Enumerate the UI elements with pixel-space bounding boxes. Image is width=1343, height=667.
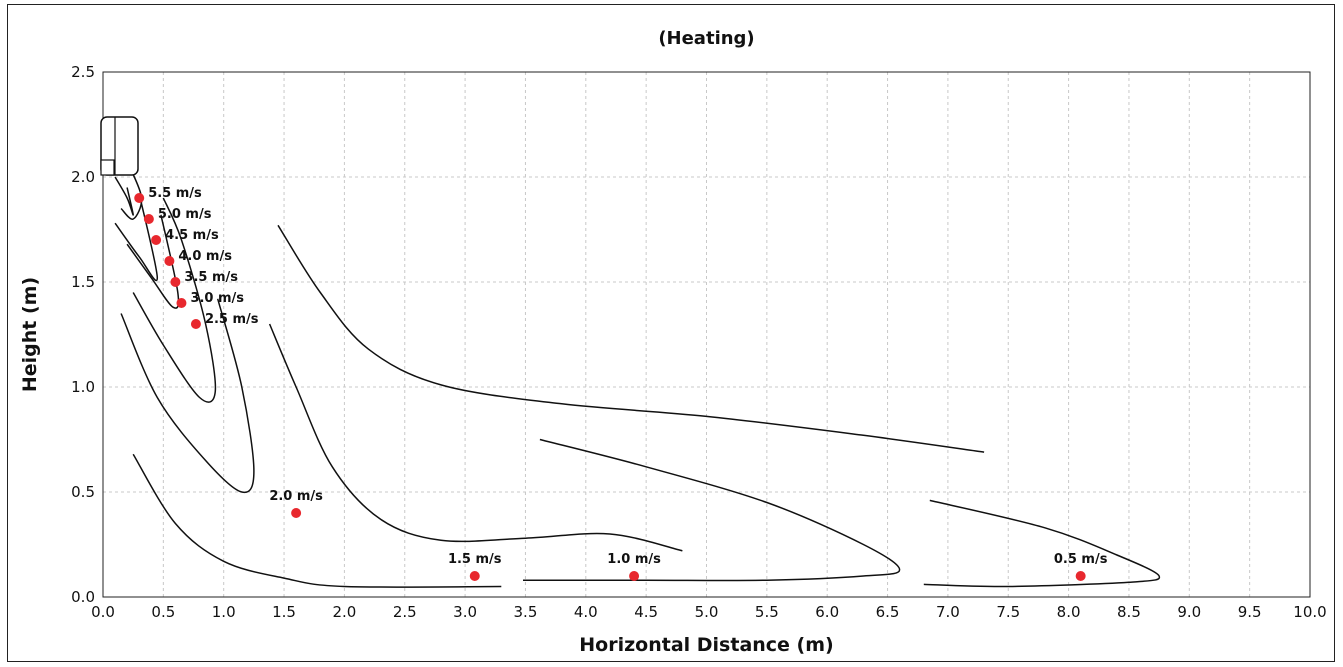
x-tick-labels: 0.0 0.5 1.0 1.5 2.0 2.5 3.0 3.5 4.0 4.5 5.0 5.5 6.0 6… xyxy=(91,603,1327,621)
x-tick-label: 9.0 xyxy=(1177,603,1201,621)
data-point xyxy=(1075,571,1086,581)
data-point xyxy=(469,571,480,581)
contour-line xyxy=(277,224,985,453)
y-tick-label: 0.5 xyxy=(71,483,95,501)
contour-line xyxy=(120,298,255,494)
x-tick-label: 1.5 xyxy=(272,603,296,621)
data-point xyxy=(151,235,162,245)
x-tick-label: 6.0 xyxy=(815,603,839,621)
data-point-label: 5.0 m/s xyxy=(158,207,212,222)
x-tick-label: 1.0 xyxy=(212,603,236,621)
contour-line xyxy=(126,214,180,309)
contour-line xyxy=(132,453,502,588)
y-tick-label: 1.5 xyxy=(71,273,95,291)
x-tick-label: 7.0 xyxy=(936,603,960,621)
x-axis-title: Horizontal Distance (m) xyxy=(579,634,833,656)
x-tick-label: 5.0 xyxy=(695,603,719,621)
data-point-label: 4.0 m/s xyxy=(178,249,232,264)
contour-line xyxy=(120,166,143,220)
y-tick-label: 1.0 xyxy=(71,378,95,396)
data-point xyxy=(291,508,302,518)
data-point-label: 2.0 m/s xyxy=(269,489,323,504)
y-tick-label: 2.5 xyxy=(71,63,95,81)
unit-vent xyxy=(100,159,115,176)
indoor-unit-icon xyxy=(100,116,139,176)
data-points: 5.5 m/s 5.0 m/s 4.5 m/s 4.0 m/s 3.5 m/s 3.0 m… xyxy=(134,186,1108,581)
data-point xyxy=(143,214,154,224)
x-tick-label: 7.5 xyxy=(996,603,1020,621)
x-tick-label: 0.0 xyxy=(91,603,115,621)
x-tick-label: 4.5 xyxy=(634,603,658,621)
x-tick-label: 6.5 xyxy=(876,603,900,621)
data-point xyxy=(170,277,181,287)
contour-line xyxy=(523,438,901,582)
x-tick-label: 8.5 xyxy=(1117,603,1141,621)
data-point xyxy=(134,193,145,203)
data-point xyxy=(190,319,201,329)
x-tick-label: 10.0 xyxy=(1293,603,1326,621)
plot-area xyxy=(102,71,1311,598)
contour-line xyxy=(923,499,1161,588)
x-tick-label: 3.0 xyxy=(453,603,477,621)
chart-title: (Heating) xyxy=(658,28,754,49)
data-point-label: 1.0 m/s xyxy=(607,552,661,567)
data-point xyxy=(176,298,187,308)
x-tick-label: 2.5 xyxy=(393,603,417,621)
contour-line xyxy=(114,193,159,282)
contour-line xyxy=(114,176,134,216)
data-point xyxy=(164,256,175,266)
y-tick-label: 2.0 xyxy=(71,168,95,186)
x-tick-label: 8.0 xyxy=(1057,603,1081,621)
x-tick-label: 4.0 xyxy=(574,603,598,621)
data-point-label: 0.5 m/s xyxy=(1054,552,1108,567)
contour-line xyxy=(268,323,683,552)
data-point-label: 2.5 m/s xyxy=(205,312,259,327)
data-point xyxy=(629,571,640,581)
data-point-label: 1.5 m/s xyxy=(448,552,502,567)
y-axis-title: Height (m) xyxy=(19,277,41,392)
x-tick-label: 0.5 xyxy=(151,603,175,621)
x-tick-label: 3.5 xyxy=(514,603,538,621)
contour-lines xyxy=(114,166,1161,588)
data-point-label: 5.5 m/s xyxy=(148,186,202,201)
data-point-label: 4.5 m/s xyxy=(165,228,219,243)
data-point-label: 3.0 m/s xyxy=(190,291,244,306)
data-point-label: 3.5 m/s xyxy=(184,270,238,285)
grid xyxy=(103,72,1310,597)
x-tick-label: 9.5 xyxy=(1238,603,1262,621)
x-tick-label: 2.0 xyxy=(332,603,356,621)
y-tick-label: 0.0 xyxy=(71,588,95,606)
contour-line xyxy=(132,197,217,403)
x-tick-label: 5.5 xyxy=(755,603,779,621)
y-tick-labels: 0.0 0.5 1.0 1.5 2.0 2.5 xyxy=(71,63,95,606)
